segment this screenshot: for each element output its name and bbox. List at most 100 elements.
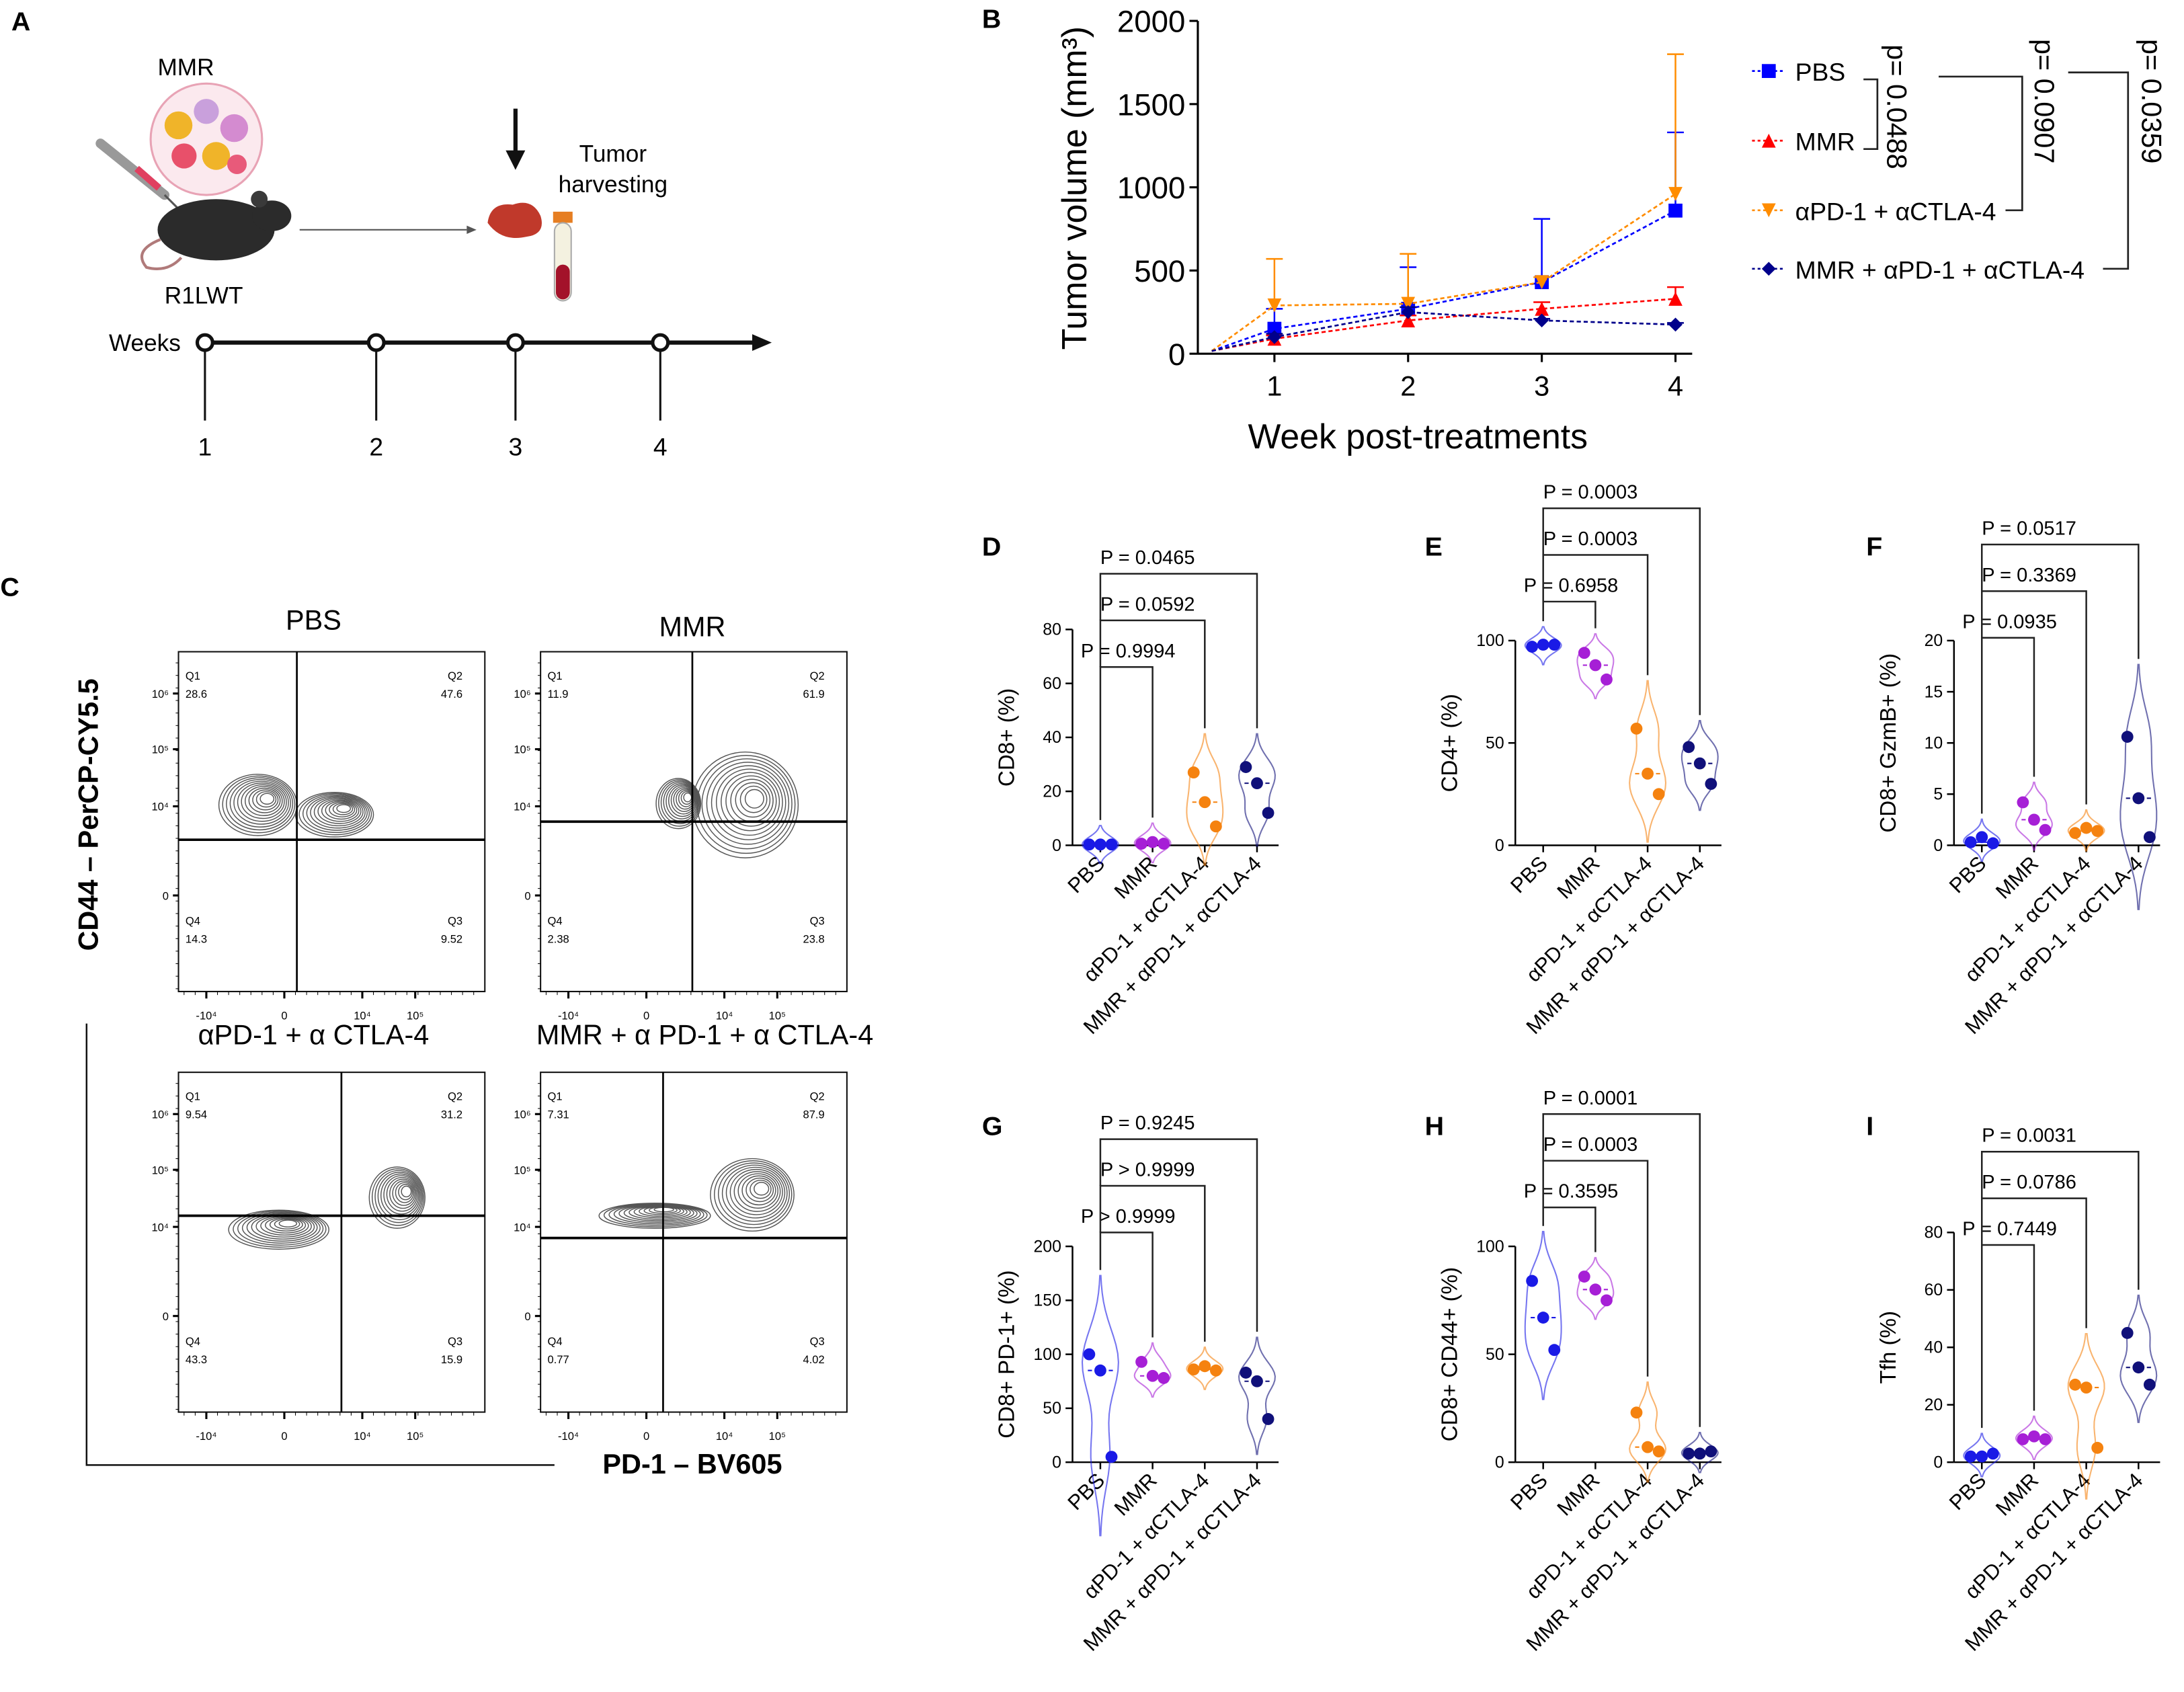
data-point [1683, 741, 1695, 754]
quadrant-value-q4: 0.77 [548, 1353, 569, 1366]
significance-bracket [1863, 78, 1879, 151]
y-tick-label: 60 [1043, 675, 1061, 693]
arrow-down-icon [505, 108, 526, 170]
y-tick-label: 1000 [1117, 171, 1185, 205]
timeline-axis [195, 333, 772, 421]
flow-y-tick-label: 10⁶ [152, 1108, 169, 1121]
quadrant-value-q4: 2.38 [548, 932, 569, 945]
p-value-label: P = 0.0786 [1982, 1172, 2076, 1193]
data-point [1578, 1271, 1590, 1283]
data-point [1986, 837, 1999, 850]
flow-plot-frame [540, 1072, 848, 1413]
contour-line [368, 1166, 426, 1229]
significance-bracket [1542, 554, 1649, 676]
legend-label: αPD-1 + αCTLA-4 [1795, 197, 1996, 225]
marker-triangle-down [1535, 275, 1549, 290]
quadrant-label-q1: Q1 [186, 670, 200, 682]
tumor-volume-chart: 0 500 1000 1500 2000 1 2 3 4 Tumor volume (mm³) We… [1055, 5, 2167, 456]
contour-line [310, 796, 366, 829]
violin-shape [1576, 1256, 1615, 1320]
data-point [1548, 1344, 1561, 1357]
quadrant-label-q4: Q4 [186, 915, 200, 928]
data-point [1083, 1348, 1096, 1361]
series-2: αPD-1 + αCTLA-4 [1211, 53, 1996, 352]
contour-line [259, 793, 275, 805]
data-point [2039, 823, 2052, 836]
flow-y-tick-label: 10⁶ [152, 688, 169, 700]
mouse-strain-label: R1LWT [165, 283, 243, 309]
significance-bracket [1099, 1232, 1154, 1338]
contour-line [374, 1170, 423, 1223]
contour-line [241, 784, 285, 819]
marker-square [1267, 321, 1282, 336]
significance-bracket [1981, 1244, 2035, 1428]
flow-x-tick-label: 10⁴ [716, 1009, 733, 1022]
contour-line [754, 1182, 770, 1196]
contour-line [241, 1212, 321, 1244]
flow-plot-title: PBS [286, 604, 341, 635]
flow-plot-title: MMR [659, 611, 725, 643]
data-point [2121, 731, 2134, 743]
contour-line [317, 798, 362, 824]
p-value-label: P > 0.9999 [1081, 1206, 1176, 1227]
data-point [1976, 1450, 1988, 1463]
significance-bracket [1542, 1206, 1596, 1252]
panel-label-i: I [1866, 1111, 1873, 1141]
contour-line [710, 1158, 795, 1232]
data-point [1642, 767, 1654, 780]
violin-shape [1524, 1230, 1562, 1400]
p-value-label: P = 0.0517 [1982, 518, 2076, 539]
significance-bracket [1981, 590, 2087, 805]
y-tick-label: 50 [1486, 734, 1504, 752]
contour-line [711, 765, 786, 840]
y-axis-label: Tumor volume (mm³) [1055, 26, 1094, 350]
x-tick-label: PBS [1506, 852, 1552, 898]
data-point [1630, 1406, 1643, 1419]
quadrant-label-q3: Q3 [448, 1335, 462, 1348]
contour-line [237, 1211, 324, 1246]
violin-shape [1524, 626, 1562, 666]
contour-line [401, 1185, 412, 1198]
p-value-label: P = 0.9245 [1100, 1113, 1195, 1134]
significance-bracket [1939, 75, 2023, 212]
y-tick-label: 40 [1925, 1339, 1943, 1357]
vaccine-particles-illustration [149, 82, 264, 196]
p-value-label: P = 0.0003 [1543, 528, 1638, 550]
data-point [1209, 1364, 1222, 1377]
contour-line [302, 794, 370, 834]
data-point [1262, 1413, 1275, 1425]
contour-line [737, 1173, 778, 1209]
marker-diamond [1761, 261, 1776, 276]
quadrant-value-q1: 9.54 [186, 1108, 207, 1121]
significance-bracket [1099, 573, 1258, 729]
flow-plot-frame [177, 1072, 486, 1413]
flow-plot-4: MMR + α PD-1 + α CTLA-4 Q1 7.31 Q2 87.9 Q4 0.7… [514, 1019, 873, 1443]
violin-shape [1238, 1336, 1276, 1455]
flow-x-tick-label: 10⁴ [354, 1009, 371, 1022]
data-point [1146, 1369, 1159, 1382]
flow-y-tick-label: 10⁵ [514, 743, 530, 756]
quadrant-value-q1: 11.9 [548, 688, 569, 700]
contour-line [721, 1164, 788, 1222]
marker-triangle [1668, 292, 1683, 306]
y-tick-label: 5 [1933, 786, 1943, 804]
quadrant-label-q1: Q1 [186, 1090, 200, 1103]
contour-line [706, 762, 790, 845]
series-0: PBS [1211, 58, 1845, 352]
data-point [1976, 831, 1988, 844]
significance-bracket [1542, 1160, 1649, 1377]
x-tick-label: 3 [1534, 370, 1549, 401]
contour-line [265, 1217, 307, 1234]
flow-y-tick-label: 10⁶ [514, 688, 530, 700]
data-point [1105, 1451, 1118, 1463]
panel-label-g: G [982, 1111, 1003, 1141]
mmr-label: MMR [157, 54, 214, 81]
y-tick-label: 1500 [1117, 87, 1185, 122]
contour-line [321, 799, 360, 822]
contour-line [298, 793, 372, 836]
contour-line [714, 1160, 793, 1229]
contour-line [274, 1218, 300, 1230]
data-point [2091, 1441, 2104, 1454]
data-point [1705, 1445, 1717, 1458]
